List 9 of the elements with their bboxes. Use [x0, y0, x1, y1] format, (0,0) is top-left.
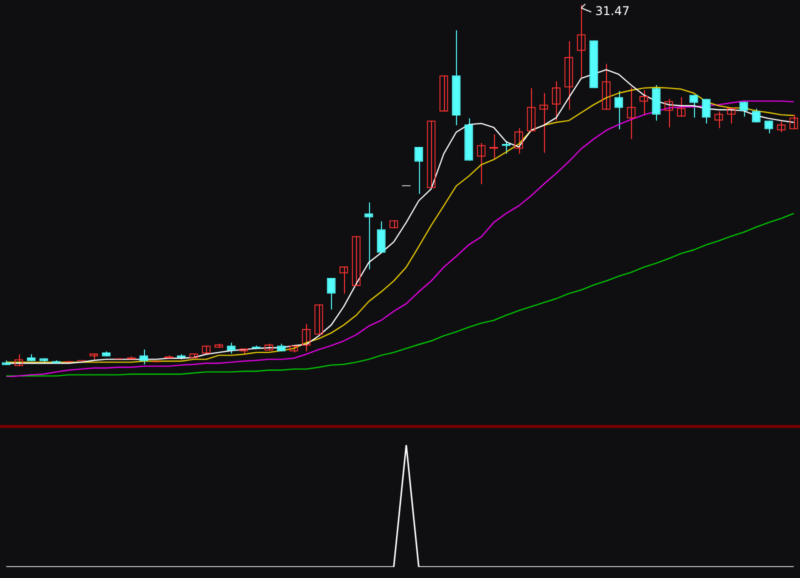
- candlestick: [376, 220, 386, 254]
- annotation: 31.47: [595, 4, 630, 18]
- candlestick: [414, 146, 424, 194]
- candlestick: [364, 202, 374, 270]
- candlestick: [326, 278, 336, 310]
- candlestick: [226, 342, 236, 354]
- candlestick: [689, 94, 698, 118]
- candlestick: [614, 90, 624, 130]
- candlestick: [702, 98, 711, 124]
